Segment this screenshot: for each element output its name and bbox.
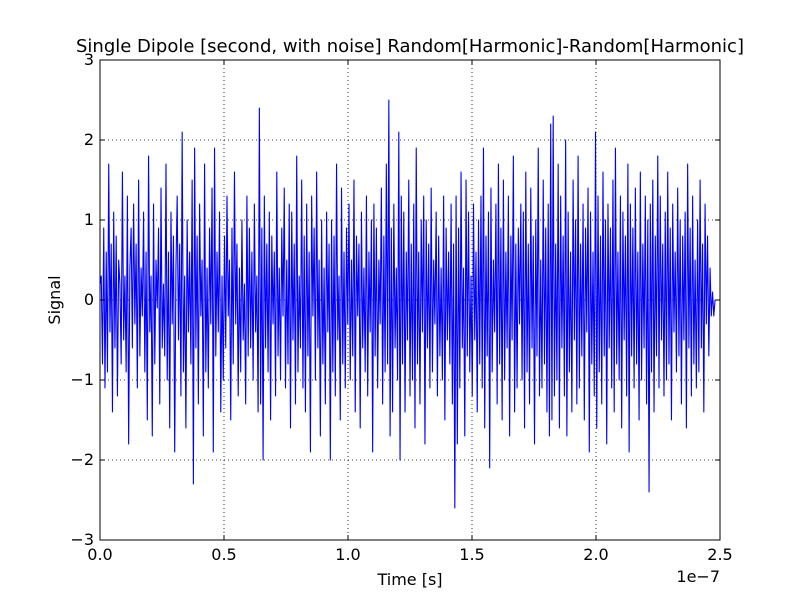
y-tick-label: 3 bbox=[84, 50, 94, 69]
y-tick-label: −3 bbox=[70, 530, 94, 549]
y-tick-label: 2 bbox=[84, 130, 94, 149]
signal-series-line bbox=[99, 99, 716, 509]
y-axis-label: Signal bbox=[45, 275, 64, 324]
x-tick-label: 1.0 bbox=[335, 545, 360, 564]
y-tick-label: −1 bbox=[70, 370, 94, 389]
y-tick-label: −2 bbox=[70, 450, 94, 469]
x-tick-label: 0.5 bbox=[211, 545, 236, 564]
y-tick-label: 0 bbox=[84, 290, 94, 309]
x-tick-label: 0.0 bbox=[87, 545, 112, 564]
ticks: 0.0 0.5 1.0 1.5 2.0 2.5 −3 −2 −1 0 1 2 3 bbox=[70, 50, 732, 564]
chart-title: Single Dipole [second, with noise] Rando… bbox=[76, 36, 744, 57]
series-group bbox=[99, 99, 716, 509]
x-axis-multiplier: 1e−7 bbox=[676, 567, 720, 586]
x-tick-label: 1.5 bbox=[459, 545, 484, 564]
x-tick-label: 2.5 bbox=[707, 545, 732, 564]
y-tick-label: 1 bbox=[84, 210, 94, 229]
x-axis-label: Time [s] bbox=[376, 570, 442, 589]
x-tick-label: 2.0 bbox=[583, 545, 608, 564]
